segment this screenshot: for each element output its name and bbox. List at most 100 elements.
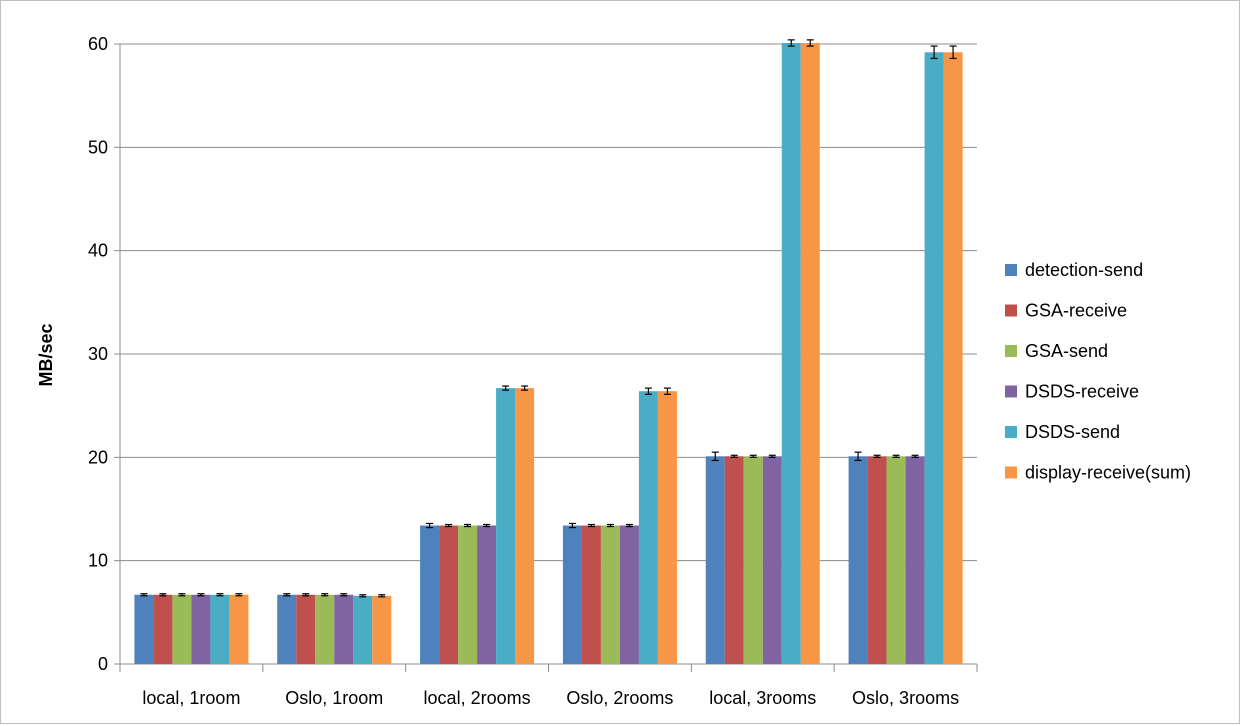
x-tick-label: Oslo, 2rooms bbox=[566, 688, 673, 708]
legend-entry: GSA-send bbox=[1025, 341, 1108, 361]
error-bar bbox=[464, 523, 472, 528]
x-tick-label: Oslo, 1room bbox=[285, 688, 383, 708]
bar bbox=[743, 456, 763, 664]
error-bar bbox=[930, 45, 938, 60]
x-tick-labels: local, 1room Oslo, 1room local, 2rooms Oslo… bbox=[142, 688, 959, 708]
bar bbox=[191, 594, 211, 664]
error-bar bbox=[302, 593, 310, 597]
error-bar bbox=[911, 454, 919, 458]
error-bar bbox=[321, 593, 329, 597]
error-bar bbox=[483, 523, 491, 528]
error-bar bbox=[854, 451, 862, 462]
error-bar bbox=[749, 454, 757, 458]
error-bar bbox=[730, 454, 738, 458]
y-tick-label: 20 bbox=[88, 447, 108, 467]
bar bbox=[229, 594, 249, 664]
legend-entry: display-receive(sum) bbox=[1025, 463, 1191, 483]
error-bar bbox=[606, 523, 614, 528]
error-bar bbox=[625, 523, 633, 528]
legend-swatch bbox=[1005, 264, 1017, 276]
bar bbox=[886, 456, 906, 664]
y-tick-label: 40 bbox=[88, 241, 108, 261]
bar bbox=[496, 388, 516, 664]
bar bbox=[600, 525, 620, 664]
legend-swatch bbox=[1005, 466, 1017, 479]
bar bbox=[277, 594, 297, 664]
error-bar bbox=[426, 522, 434, 529]
bar bbox=[657, 391, 677, 664]
x-tick-label: Oslo, 3rooms bbox=[852, 688, 959, 708]
error-bar bbox=[197, 593, 205, 597]
legend: detection-send GSA-receive GSA-send DSDS-re… bbox=[1005, 260, 1191, 483]
y-tick-labels: 0 10 20 30 40 50 60 bbox=[88, 34, 108, 674]
error-bar bbox=[445, 523, 453, 528]
error-bar bbox=[644, 387, 652, 395]
error-bar bbox=[340, 593, 348, 597]
bar bbox=[638, 391, 658, 664]
error-bar bbox=[806, 39, 814, 47]
error-bar bbox=[711, 451, 719, 462]
error-bar bbox=[892, 454, 900, 458]
error-bar bbox=[359, 594, 367, 598]
bar bbox=[372, 595, 392, 664]
bar bbox=[562, 525, 582, 664]
error-bar bbox=[787, 39, 795, 47]
error-bar bbox=[378, 594, 386, 598]
bar bbox=[439, 525, 459, 664]
legend-entry: GSA-receive bbox=[1025, 301, 1127, 321]
error-bar bbox=[949, 45, 957, 60]
bar bbox=[210, 594, 230, 664]
x-tick-label: local, 1room bbox=[142, 688, 240, 708]
bar bbox=[781, 42, 801, 664]
error-bars bbox=[140, 39, 957, 598]
y-tick-label: 10 bbox=[88, 551, 108, 571]
error-bar bbox=[768, 454, 776, 458]
error-bar bbox=[521, 385, 529, 391]
x-tick-label: local, 2rooms bbox=[424, 688, 531, 708]
gridlines bbox=[120, 43, 977, 562]
bar bbox=[172, 594, 192, 664]
bars bbox=[134, 42, 963, 665]
y-tick-label: 0 bbox=[98, 654, 108, 674]
bar bbox=[153, 594, 173, 664]
bar bbox=[724, 456, 744, 664]
y-tick-label: 30 bbox=[88, 344, 108, 364]
error-bar bbox=[502, 385, 510, 391]
bar bbox=[134, 594, 154, 664]
bar bbox=[315, 594, 335, 664]
bar bbox=[353, 595, 373, 664]
y-tick-label: 60 bbox=[88, 34, 108, 54]
legend-swatch bbox=[1005, 345, 1017, 357]
y-axis-label: MB/sec bbox=[36, 323, 56, 386]
bar bbox=[762, 456, 782, 664]
error-bar bbox=[873, 454, 881, 458]
legend-swatch bbox=[1005, 304, 1017, 317]
bar bbox=[924, 52, 944, 665]
bar bbox=[515, 388, 535, 664]
error-bar bbox=[663, 387, 671, 395]
bar bbox=[848, 456, 868, 664]
bar bbox=[619, 525, 639, 664]
bar bbox=[905, 456, 925, 664]
bar bbox=[581, 525, 601, 664]
error-bar bbox=[159, 593, 167, 597]
bar bbox=[943, 52, 963, 665]
bar bbox=[458, 525, 478, 664]
bar bbox=[420, 525, 440, 664]
bar bbox=[334, 594, 354, 664]
bar bbox=[800, 42, 820, 664]
axes bbox=[114, 43, 978, 672]
error-bar bbox=[178, 593, 186, 597]
legend-entry: DSDS-receive bbox=[1025, 382, 1139, 402]
legend-entry: DSDS-send bbox=[1025, 422, 1120, 442]
bar bbox=[296, 594, 316, 664]
error-bar bbox=[216, 593, 224, 597]
y-tick-label: 50 bbox=[88, 137, 108, 157]
error-bar bbox=[568, 522, 576, 529]
legend-swatch bbox=[1005, 385, 1017, 398]
legend-entry: detection-send bbox=[1025, 260, 1143, 280]
error-bar bbox=[140, 593, 148, 597]
x-tick-label: local, 3rooms bbox=[709, 688, 816, 708]
bar bbox=[477, 525, 497, 664]
